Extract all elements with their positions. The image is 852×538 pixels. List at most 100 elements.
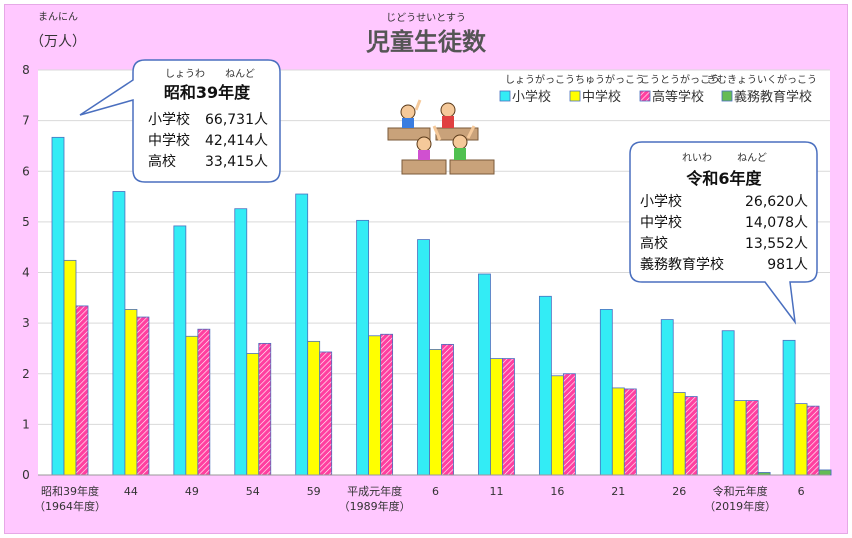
bar <box>672 392 686 476</box>
legend-ruby: ちゅうがっこう <box>575 73 645 86</box>
callout-row-value: 42,414人 <box>205 133 268 149</box>
bar <box>478 273 491 476</box>
bar <box>246 353 260 476</box>
bar <box>356 219 370 476</box>
bar <box>136 316 150 476</box>
callout-row-value: 13,552人 <box>745 236 808 252</box>
legend-label: 義務教育学校 <box>734 89 812 105</box>
x-tick-sublabel: （2019年度） <box>704 499 776 513</box>
classroom-illustration <box>387 99 495 175</box>
x-tick-label: 6 <box>798 485 805 498</box>
bar <box>733 400 747 476</box>
bar <box>806 405 820 476</box>
legend-swatch <box>499 90 511 102</box>
legend-swatch <box>639 90 651 102</box>
callout-row-label: 小学校 <box>148 111 190 128</box>
bar <box>538 295 552 476</box>
x-tick-label: 16 <box>550 485 564 498</box>
y-tick-label: 4 <box>22 266 30 280</box>
x-tick-label: 21 <box>611 485 625 498</box>
bar <box>258 342 272 476</box>
x-tick-sublabel: （1964年度） <box>34 499 106 513</box>
callout-row-label: 小学校 <box>640 193 682 210</box>
bar <box>112 191 126 476</box>
legend-label: 高等学校 <box>652 89 704 105</box>
bar <box>417 239 430 476</box>
bar <box>611 387 625 476</box>
bar <box>745 400 759 476</box>
bar <box>197 328 211 476</box>
y-tick-label: 6 <box>22 164 30 178</box>
y-tick-label: 5 <box>22 215 30 229</box>
callout-row-label: 中学校 <box>640 214 682 231</box>
bar <box>818 469 832 476</box>
legend-ruby: こうとうがっこう <box>640 73 720 86</box>
x-tick-label: 26 <box>672 485 686 498</box>
callout-2024-ruby-1: れいわ <box>682 152 712 164</box>
x-tick-label: 44 <box>124 485 138 498</box>
callout-row-value: 66,731人 <box>205 112 268 128</box>
legend-label: 中学校 <box>582 89 621 105</box>
bar <box>562 373 576 476</box>
callout-row-label: 中学校 <box>148 132 190 149</box>
y-tick-label: 8 <box>22 63 30 77</box>
bar <box>173 225 187 476</box>
bar <box>794 403 808 476</box>
y-tick-label: 2 <box>22 367 30 381</box>
legend-swatch <box>569 90 581 102</box>
bars <box>51 136 832 476</box>
callout-row-value: 14,078人 <box>745 215 808 231</box>
y-tick-label: 0 <box>22 468 30 482</box>
x-tick-label: 6 <box>432 485 439 498</box>
legend-swatch <box>721 90 733 102</box>
bar <box>550 375 564 476</box>
unit-label: （万人） <box>30 34 86 50</box>
y-axis-ticks: 0 1 2 3 4 5 6 7 8 <box>22 63 30 482</box>
y-tick-label: 3 <box>22 316 30 330</box>
bar <box>684 396 698 476</box>
bar <box>319 351 333 476</box>
callout-1964-ruby-1: しょうわ <box>165 68 205 80</box>
bar <box>660 319 674 476</box>
bar <box>124 309 138 476</box>
y-tick-label: 1 <box>22 417 30 431</box>
x-tick-label: 59 <box>307 485 321 498</box>
x-tick-label: 49 <box>185 485 199 498</box>
callout-row-value: 981人 <box>767 257 808 273</box>
callout-row-value: 26,620人 <box>745 194 808 210</box>
bar <box>623 388 637 476</box>
callout-1964-ruby-2: ねんど <box>225 68 255 80</box>
bar <box>490 358 503 476</box>
x-tick-sublabel: （1989年度） <box>339 499 411 513</box>
bar <box>234 208 248 476</box>
bar <box>380 333 394 476</box>
callout-row-label: 高校 <box>640 235 668 252</box>
bar <box>599 309 613 476</box>
legend-ruby: ぎむきょういくがっこう <box>707 73 817 86</box>
callout-1964-title: 昭和39年度 <box>164 83 251 102</box>
bar <box>51 136 65 476</box>
y-tick-label: 7 <box>22 114 30 128</box>
callout-2024-title: 令和6年度 <box>685 169 762 188</box>
bar <box>63 259 77 476</box>
x-tick-label: 54 <box>246 485 260 498</box>
title-ruby: じどうせいとすう <box>386 12 466 24</box>
x-tick-label: 昭和39年度 <box>41 484 99 498</box>
unit-ruby: まんにん <box>38 11 78 23</box>
x-tick-label: 令和元年度 <box>713 484 768 498</box>
x-tick-label: 平成元年度 <box>347 484 402 498</box>
callout-2024-ruby-2: ねんど <box>737 152 767 164</box>
bar <box>185 335 199 476</box>
bar <box>295 193 309 476</box>
bar <box>429 349 442 476</box>
callout-row-value: 33,415人 <box>205 154 268 170</box>
callout-row-label: 高校 <box>148 153 176 170</box>
x-axis-labels: 昭和39年度（1964年度） 44 49 54 59 平成元年度（1989年度） 6 11 16… <box>34 484 805 513</box>
bar <box>441 343 454 476</box>
bar <box>307 340 321 476</box>
legend-ruby: しょうがっこう <box>505 73 575 86</box>
